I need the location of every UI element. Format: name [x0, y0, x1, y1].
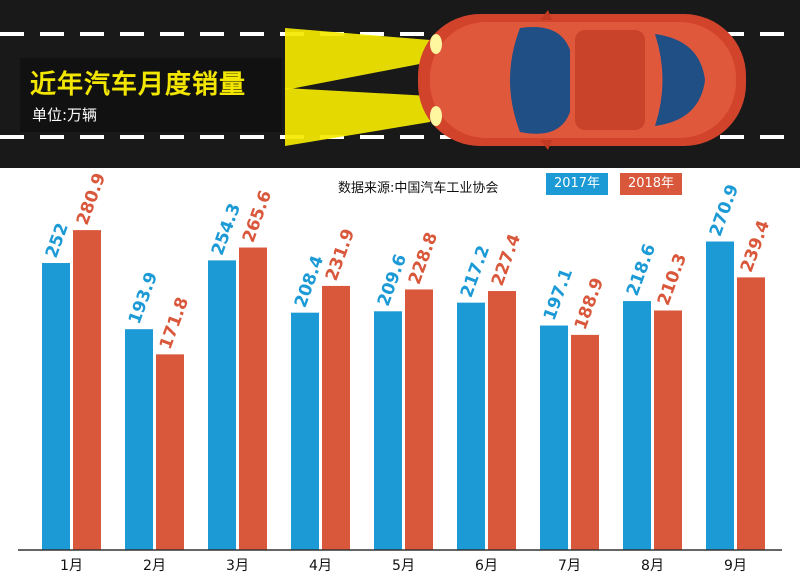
value-label-2018年-8月: 210.3 — [654, 251, 691, 308]
road-banner: 近年汽车月度销量 单位:万辆 — [0, 0, 800, 168]
category-label-7月: 7月 — [558, 558, 581, 574]
value-label-2018年-2月: 171.8 — [156, 295, 193, 352]
category-label-2月: 2月 — [143, 558, 166, 574]
headlight-beam-bottom — [285, 88, 430, 146]
data-source: 数据来源:中国汽车工业协会 — [338, 181, 499, 196]
chart-title: 近年汽车月度销量 — [30, 70, 247, 100]
bar-2017年-6月 — [457, 302, 485, 550]
category-label-8月: 8月 — [641, 558, 664, 574]
road-illustration — [0, 10, 800, 150]
category-label-1月: 1月 — [60, 558, 83, 574]
bar-2018年-2月 — [156, 354, 184, 550]
category-label-4月: 4月 — [309, 558, 332, 574]
value-label-2017年-1月: 252 — [42, 221, 73, 261]
bar-2018年-8月 — [654, 310, 682, 550]
bar-2017年-1月 — [42, 263, 70, 550]
bar-2017年-7月 — [540, 325, 568, 550]
title-box — [20, 58, 282, 132]
bar-2018年-7月 — [571, 334, 599, 550]
value-label-2018年-4月: 231.9 — [322, 226, 359, 283]
legend-2018: 2018年 — [620, 173, 682, 195]
value-label-2018年-6月: 227.4 — [488, 231, 525, 289]
bar-2017年-5月 — [374, 311, 402, 550]
value-label-2017年-9月: 270.9 — [706, 182, 743, 239]
value-label-2018年-7月: 188.9 — [571, 275, 608, 332]
bar-2018年-4月 — [322, 285, 350, 550]
legend-2017: 2017年 — [546, 173, 608, 195]
bar-2018年-5月 — [405, 289, 433, 550]
bar-2018年-9月 — [737, 277, 765, 550]
bar-2018年-1月 — [73, 230, 101, 550]
value-label-2017年-2月: 193.9 — [125, 270, 162, 327]
headlight-beam-top — [285, 28, 430, 90]
bar-2017年-2月 — [125, 329, 153, 550]
value-label-2017年-7月: 197.1 — [540, 266, 577, 323]
bar-2018年-3月 — [239, 247, 267, 550]
bar-2017年-8月 — [623, 301, 651, 550]
category-label-5月: 5月 — [392, 558, 415, 574]
car-icon — [418, 10, 746, 150]
bar-2017年-3月 — [208, 260, 236, 550]
chart-subtitle: 单位:万辆 — [32, 106, 98, 124]
bar-2017年-9月 — [706, 241, 734, 550]
category-label-3月: 3月 — [226, 558, 249, 574]
value-label-2018年-3月: 265.6 — [239, 188, 276, 245]
value-label-2018年-9月: 239.4 — [737, 218, 774, 276]
value-label-2017年-8月: 218.6 — [623, 241, 660, 298]
bar-2017年-4月 — [291, 312, 319, 550]
bar-2018年-6月 — [488, 291, 516, 550]
value-label-2018年-1月: 280.9 — [73, 170, 110, 227]
category-label-9月: 9月 — [724, 558, 747, 574]
category-label-6月: 6月 — [475, 558, 498, 574]
